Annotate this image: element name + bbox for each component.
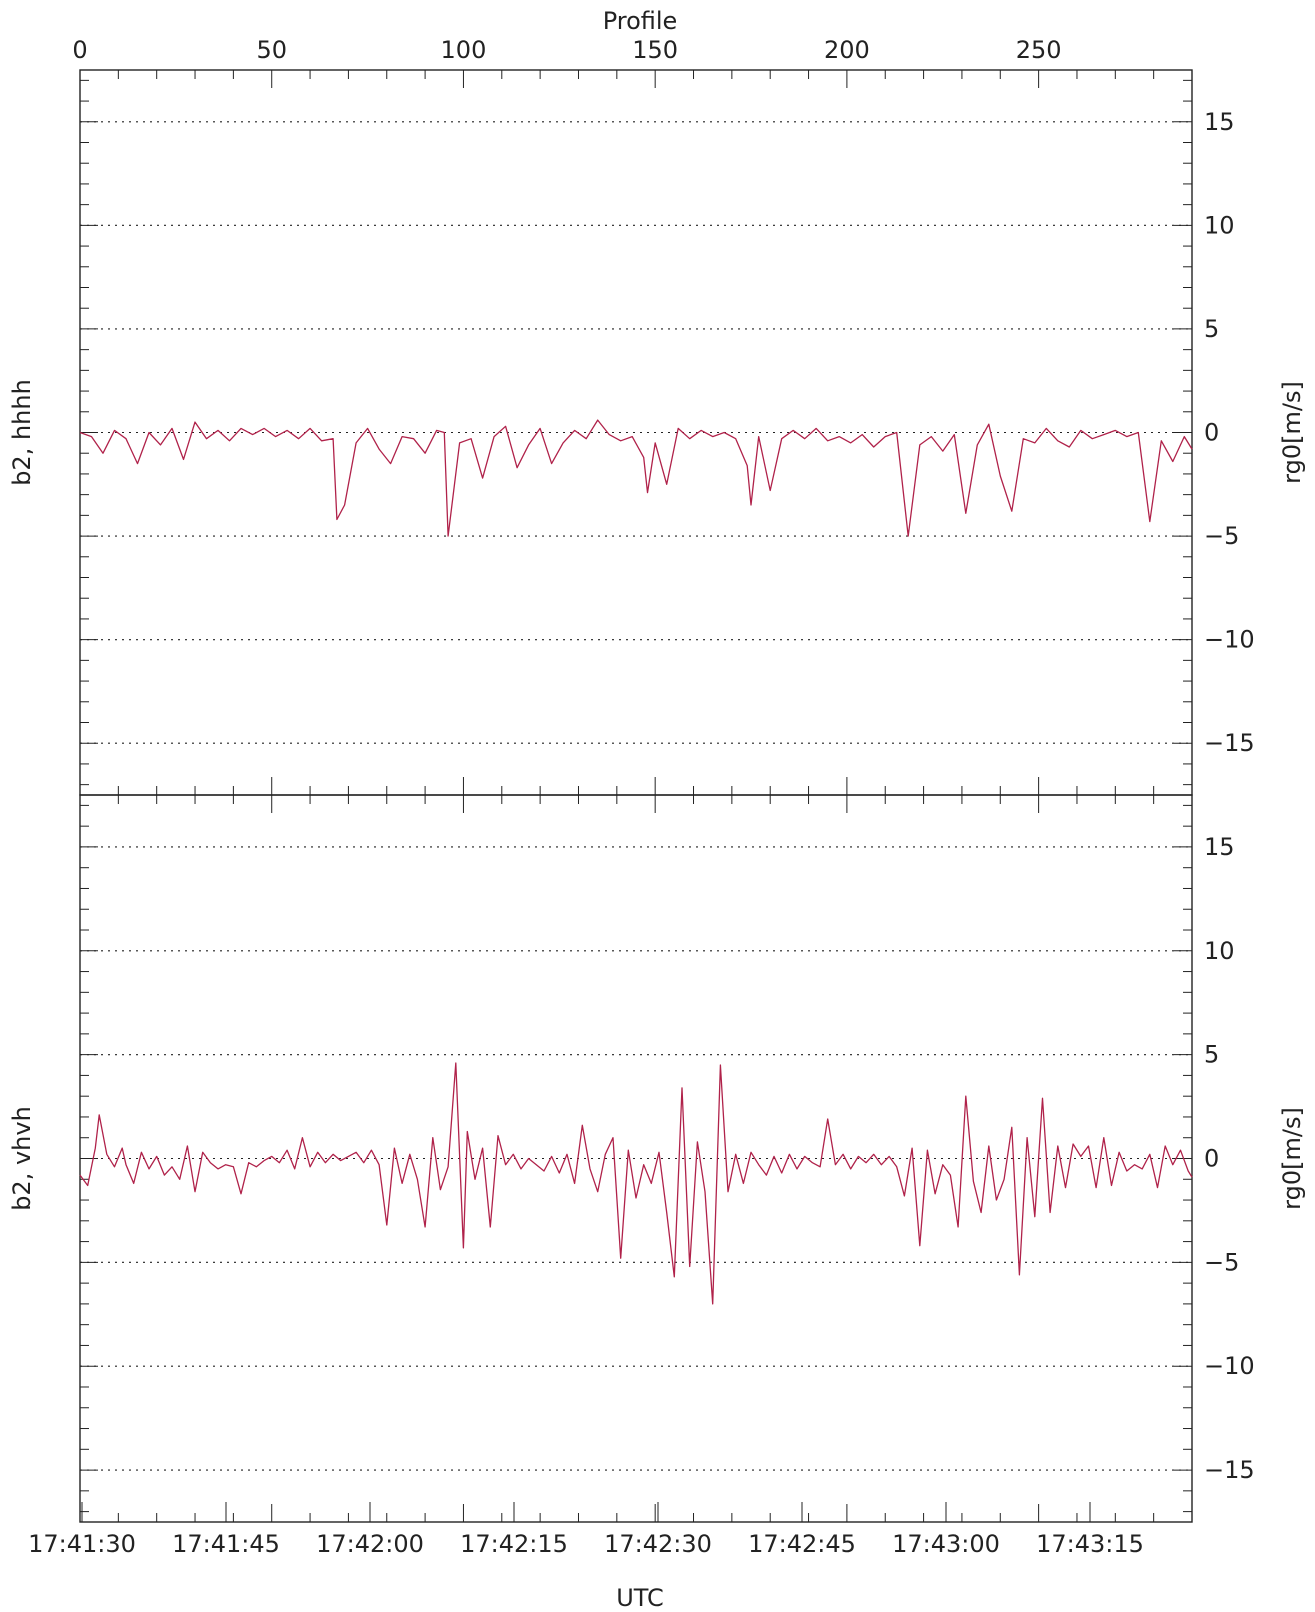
top-axis-tick-label: 200 — [824, 36, 870, 64]
y-tick-label: 10 — [1204, 937, 1235, 965]
bottom-axis-tick-label: 17:43:00 — [892, 1530, 1000, 1558]
bottom-axis-tick-label: 17:42:30 — [604, 1530, 712, 1558]
bottom-axis-tick-label: 17:42:15 — [460, 1530, 568, 1558]
top-axis-tick-label: 250 — [1016, 36, 1062, 64]
y-tick-label: 0 — [1204, 419, 1219, 447]
panel-2: 15 10 5 0 −5 −10 −15 b2, vhvh rg0[m/s] — [8, 794, 1306, 1523]
top-axis-tick-label: 50 — [256, 36, 287, 64]
bottom-axis-tick-label: 17:41:45 — [172, 1530, 280, 1558]
top-axis-tick-label: 150 — [632, 36, 678, 64]
left-axis-label: b2, hhhh — [8, 379, 36, 486]
chart-panels: 15 10 5 0 −5 −10 −15 b2, hhhh rg0[m/s] 15 10 5 0 −5 −1… — [8, 69, 1306, 1523]
y-tick-label: 15 — [1204, 108, 1235, 136]
y-tick-label: 10 — [1204, 211, 1235, 239]
y-tick-label: 0 — [1204, 1145, 1219, 1173]
panel-1: 15 10 5 0 −5 −10 −15 b2, hhhh rg0[m/s] — [8, 69, 1306, 796]
right-axis-label: rg0[m/s] — [1278, 381, 1306, 484]
y-tick-label: 5 — [1204, 1041, 1219, 1069]
series-line — [79, 419, 1193, 537]
y-tick-label: −15 — [1204, 729, 1255, 757]
y-tick-label: 15 — [1204, 833, 1235, 861]
bottom-axis-tick-label: 17:41:30 — [28, 1530, 136, 1558]
bottom-axis-tick-label: 17:43:15 — [1036, 1530, 1144, 1558]
right-axis-label: rg0[m/s] — [1278, 1107, 1306, 1210]
y-tick-label: −15 — [1204, 1456, 1255, 1484]
left-axis-label: b2, vhvh — [8, 1106, 36, 1211]
top-axis-title: Profile — [603, 7, 678, 35]
series-line — [79, 1062, 1193, 1305]
y-tick-label: 5 — [1204, 315, 1219, 343]
top-axis-tick-label: 0 — [72, 36, 87, 64]
top-axis-tick-label: 100 — [441, 36, 487, 64]
bottom-axis-tick-label: 17:42:00 — [316, 1530, 424, 1558]
y-tick-label: −5 — [1204, 1248, 1239, 1276]
y-tick-label: −10 — [1204, 626, 1255, 654]
y-tick-label: −5 — [1204, 522, 1239, 550]
bottom-axis-tick-label: 17:42:45 — [748, 1530, 856, 1558]
y-tick-label: −10 — [1204, 1352, 1255, 1380]
bottom-axis-title: UTC — [616, 1584, 664, 1612]
